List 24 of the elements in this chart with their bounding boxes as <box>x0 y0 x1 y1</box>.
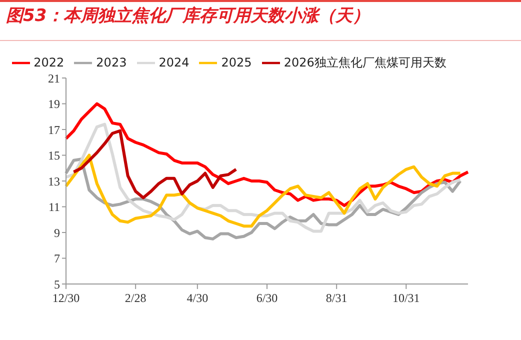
y-tick-label: 7 <box>54 252 60 266</box>
x-tick-label: 12/30 <box>52 291 80 305</box>
line-series <box>64 154 462 228</box>
y-tick-label: 17 <box>48 122 60 137</box>
x-tick-label: 6/30 <box>256 291 278 305</box>
chart-title: 图53：本周独立焦化厂库存可用天数小涨（天） <box>6 5 370 27</box>
x-tick-label: 10/31 <box>392 291 420 305</box>
legend-label: 2023 <box>96 55 127 70</box>
legend-label: 2026独立焦化厂焦煤可用天数 <box>284 55 446 70</box>
line-series <box>64 122 462 233</box>
y-tick-label: 9 <box>54 226 60 240</box>
y-tick-label: 21 <box>48 71 60 86</box>
x-tick-label: 2/28 <box>124 291 146 305</box>
legend-label: 2022 <box>34 55 64 70</box>
y-tick-label: 19 <box>48 97 60 112</box>
line-series <box>72 129 238 200</box>
y-tick-label: 5 <box>54 277 60 292</box>
y-tick-label: 13 <box>48 174 60 188</box>
legend-label: 2025 <box>221 55 252 70</box>
y-tick-label: 11 <box>48 200 60 214</box>
legend-label: 2024 <box>158 55 190 70</box>
x-tick-label: 4/30 <box>186 291 208 305</box>
x-tick-label: 8/31 <box>326 291 348 305</box>
y-tick-label: 15 <box>48 148 60 163</box>
